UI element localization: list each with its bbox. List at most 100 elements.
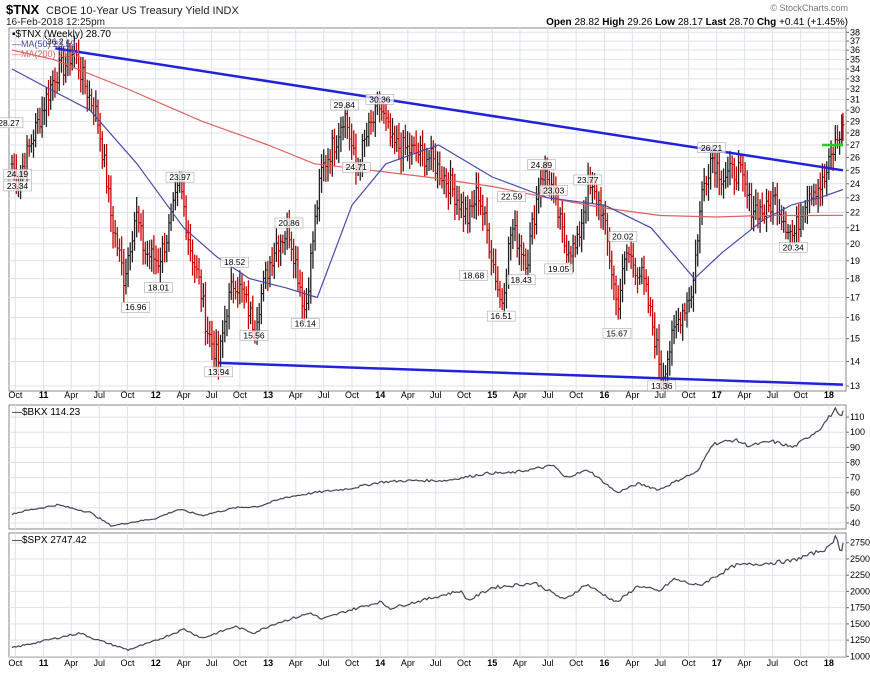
y-tick-label: 2000	[850, 586, 870, 596]
x-tick-label: Oct	[233, 390, 248, 400]
x-tick-label: Oct	[682, 390, 697, 400]
x-tick-label: Apr	[737, 390, 751, 400]
y-tick-label: 34	[850, 64, 860, 74]
y-tick-label: 40	[850, 518, 860, 528]
x-tick-label: 12	[151, 390, 161, 400]
y-tick-label: 50	[850, 503, 860, 513]
x-tick-label: Apr	[513, 390, 527, 400]
y-tick-label: 60	[850, 488, 860, 498]
y-tick-label: 14	[850, 356, 860, 366]
x-tick-label: Oct	[120, 390, 135, 400]
y-tick-label: 22	[850, 207, 860, 217]
annotation-box	[647, 380, 677, 392]
y-tick-label: 1500	[850, 619, 870, 629]
price-annotation: 16.51	[491, 311, 513, 321]
x-tick-label: Apr	[64, 658, 78, 668]
x-tick-label: Oct	[8, 390, 23, 400]
annotation-box	[497, 191, 526, 202]
annotation-box	[220, 256, 249, 268]
x-tick-label: 13	[263, 658, 273, 668]
x-tick-label: Oct	[682, 658, 697, 668]
price-annotation: 20.02	[612, 232, 634, 242]
y-tick-label: 2750	[850, 538, 870, 548]
price-annotation: 22.59	[501, 192, 523, 202]
x-tick-label: 16	[599, 658, 609, 668]
x-tick-label: Apr	[64, 390, 78, 400]
price-annotation: 24.19	[7, 169, 29, 179]
x-tick-label: Oct	[457, 658, 472, 668]
y-tick-label: 18	[850, 274, 860, 284]
x-tick-label: Oct	[345, 390, 360, 400]
y-tick-label: 2500	[850, 554, 870, 564]
x-tick-label: 14	[375, 658, 385, 668]
legend-ma50: —MA(50) 23.59	[12, 39, 76, 49]
legend-spx: —$SPX 2747.42	[12, 535, 87, 546]
y-tick-label: 38	[850, 27, 860, 37]
annotation-box	[3, 180, 32, 192]
price-annotation: 26.21	[701, 143, 723, 153]
y-tick-label: 1750	[850, 603, 870, 613]
price-annotation: 20.86	[278, 218, 300, 228]
x-tick-label: Jul	[767, 658, 779, 668]
y-tick-label: 15	[850, 334, 860, 344]
y-tick-label: 28	[850, 128, 860, 138]
price-annotation: 23.97	[169, 172, 191, 182]
bkx-line	[11, 407, 844, 527]
x-tick-label: Jul	[655, 658, 667, 668]
x-tick-label: Jul	[93, 390, 105, 400]
price-annotation: 19.05	[548, 264, 570, 274]
x-tick-label: Oct	[569, 658, 584, 668]
x-tick-label: Oct	[794, 390, 809, 400]
x-tick-label: Apr	[625, 390, 639, 400]
legend-bkx: —$BKX 114.23	[12, 407, 81, 418]
x-tick-label: Jul	[767, 390, 779, 400]
annotation-box	[602, 328, 632, 339]
x-tick-label: Apr	[289, 658, 303, 668]
y-tick-label: 26	[850, 152, 860, 162]
y-tick-label: 32	[850, 84, 860, 94]
x-tick-label: Apr	[401, 390, 415, 400]
y-tick-label: 90	[850, 442, 860, 452]
x-tick-label: Oct	[345, 658, 360, 668]
x-tick-label: Oct	[233, 658, 248, 668]
annotation-box	[486, 310, 516, 322]
price-annotation: 23.34	[7, 181, 29, 191]
y-tick-label: 17	[850, 292, 860, 302]
ma200-line	[11, 49, 844, 218]
y-tick-label: 19	[850, 256, 860, 266]
annotation-box	[544, 263, 573, 275]
y-tick-label: 100	[850, 427, 865, 437]
x-tick-label: Jul	[430, 390, 442, 400]
annotation-box	[330, 99, 359, 111]
y-tick-label: 33	[850, 74, 860, 84]
legend-main: ▪$TNX (Weekly) 28.70	[12, 29, 111, 40]
x-tick-label: Jul	[318, 658, 330, 668]
price-annotation: 18.52	[224, 257, 246, 267]
price-annotation: 18.43	[511, 275, 533, 285]
y-tick-label: 2250	[850, 570, 870, 580]
annotation-box	[144, 282, 173, 293]
annotation-box	[608, 231, 638, 242]
annotation-box	[291, 318, 320, 329]
annotation-box	[121, 301, 151, 313]
annotation-box	[573, 174, 603, 186]
y-tick-label: 1000	[850, 651, 870, 661]
x-tick-label: Apr	[625, 658, 639, 668]
x-tick-label: 14	[375, 390, 385, 400]
annotation-box	[697, 142, 726, 154]
y-tick-label: 31	[850, 94, 860, 104]
y-tick-label: 29	[850, 116, 860, 126]
x-tick-label: Oct	[794, 658, 809, 668]
x-tick-label: 11	[39, 390, 49, 400]
y-tick-label: 110	[850, 412, 864, 422]
y-tick-label: 27	[850, 140, 860, 150]
price-annotation: 24.89	[531, 160, 553, 170]
x-tick-label: Oct	[569, 390, 584, 400]
y-tick-label: 70	[850, 473, 860, 483]
x-tick-label: 18	[824, 390, 834, 400]
y-tick-label: 16	[850, 312, 860, 322]
price-annotation: 23.77	[577, 175, 599, 185]
y-tick-label: 35	[850, 54, 860, 64]
